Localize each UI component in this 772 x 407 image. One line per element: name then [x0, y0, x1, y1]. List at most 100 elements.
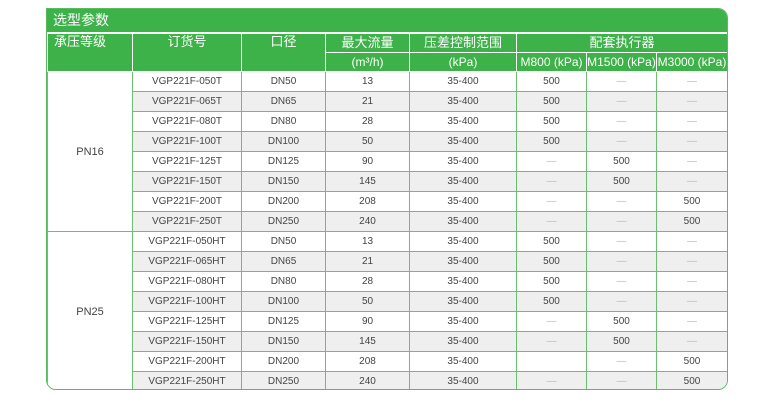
m1500-cell: — [586, 191, 657, 212]
m1500-cell: — [586, 71, 657, 92]
m3000-cell: — [655, 131, 727, 152]
max-flow-cell: 21 [325, 91, 410, 112]
header-actuator: 配套执行器 [515, 33, 727, 53]
m800-cell: 500 [516, 111, 587, 132]
header-diameter: 口径 [241, 33, 326, 72]
max-flow-cell: 240 [325, 211, 410, 232]
selection-table-panel: 选型参数 承压等级 订货号 口径 最大流量 压差控制范围 配套执行器 (m³/h… [46, 8, 728, 390]
m800-cell: — [516, 151, 587, 172]
dp-range-cell: 35-400 [409, 171, 517, 192]
m800-cell: 500 [516, 291, 587, 312]
diameter-cell: DN250 [241, 371, 326, 389]
max-flow-cell: 50 [325, 291, 410, 312]
m800-cell: 500 [516, 71, 587, 92]
m3000-cell: — [655, 171, 727, 192]
m1500-cell: — [586, 91, 657, 112]
m1500-cell: — [586, 211, 657, 232]
m1500-cell: — [586, 231, 657, 252]
header-order-no: 订货号 [132, 33, 242, 72]
header-dp-unit: (kPa) [409, 52, 517, 72]
header-m800: M800 (kPa) [516, 52, 587, 72]
max-flow-cell: 240 [325, 371, 410, 389]
diameter-cell: DN80 [241, 271, 326, 292]
dp-range-cell: 35-400 [409, 311, 517, 332]
dp-range-cell: 35-400 [409, 371, 517, 389]
table-row: VGP221F-125HT DN125 90 35-400—500— [48, 311, 727, 332]
order-no-cell: VGP221F-200T [132, 191, 242, 212]
m1500-cell: 500 [586, 151, 657, 172]
max-flow-cell: 21 [325, 251, 410, 272]
order-no-cell: VGP221F-250HT [132, 371, 242, 389]
m3000-cell: — [655, 231, 727, 252]
m3000-cell: — [655, 331, 727, 352]
max-flow-cell: 90 [325, 151, 410, 172]
diameter-cell: DN100 [241, 131, 326, 152]
m800-cell: 500 [516, 231, 587, 252]
m1500-cell: — [586, 351, 657, 372]
order-no-cell: VGP221F-150T [132, 171, 242, 192]
table-row: VGP221F-125T DN125 90 35-400—500— [48, 151, 727, 172]
order-no-cell: VGP221F-065T [132, 91, 242, 112]
m800-cell: — [516, 311, 587, 332]
header-pressure-class: 承压等级 [47, 33, 133, 72]
m1500-cell: 500 [586, 331, 657, 352]
m3000-cell: 500 [655, 371, 727, 389]
max-flow-cell: 145 [325, 331, 410, 352]
diameter-cell: DN150 [241, 331, 326, 352]
dp-range-cell: 35-400 [409, 111, 517, 132]
dp-range-cell: 35-400 [409, 351, 517, 372]
dp-range-cell: 35-400 [409, 151, 517, 172]
max-flow-cell: 13 [325, 231, 410, 252]
table-row: VGP221F-080HT DN80 28 35-400 500— — [48, 271, 727, 292]
max-flow-cell: 145 [325, 171, 410, 192]
m1500-cell: — [586, 111, 657, 132]
m800-cell: 500 [516, 251, 587, 272]
m3000-cell: — [655, 111, 727, 132]
diameter-cell: DN125 [241, 151, 326, 172]
dp-range-cell: 35-400 [409, 91, 517, 112]
diameter-cell: DN250 [241, 211, 326, 232]
order-no-cell: VGP221F-080T [132, 111, 242, 132]
max-flow-cell: 208 [325, 191, 410, 212]
m3000-cell: — [655, 271, 727, 292]
dp-range-cell: 35-400 [409, 271, 517, 292]
m1500-cell: 500 [586, 171, 657, 192]
m1500-cell: — [586, 371, 657, 389]
table-row: VGP221F-150T DN150 145 35-400—500— [48, 171, 727, 192]
header-dp-range: 压差控制范围 [409, 33, 517, 53]
max-flow-cell: 28 [325, 271, 410, 292]
table-row: VGP221F-100HT DN100 50 35-400 500— — [48, 291, 727, 312]
m800-cell: — [516, 171, 587, 192]
diameter-cell: DN200 [241, 191, 326, 212]
max-flow-cell: 90 [325, 311, 410, 332]
order-no-cell: VGP221F-100T [132, 131, 242, 152]
m3000-cell: — [655, 251, 727, 272]
order-no-cell: VGP221F-200HT [132, 351, 242, 372]
diameter-cell: DN65 [241, 91, 326, 112]
order-no-cell: VGP221F-050T [132, 71, 242, 92]
table-row: VGP221F-065T DN65 21 35-400 500— — [48, 91, 727, 112]
m3000-cell: — [655, 151, 727, 172]
dp-range-cell: 35-400 [409, 251, 517, 272]
header-max-flow-unit: (m³/h) [325, 52, 410, 72]
dp-range-cell: 35-400 [409, 291, 517, 312]
diameter-cell: DN80 [241, 111, 326, 132]
table-row: VGP221F-250HT DN250 240 35-400— —500 [48, 371, 727, 389]
table-row: PN25 VGP221F-050HT DN50 13 35-400 500— — [47, 231, 727, 389]
pressure-class-cell: PN16 [47, 71, 133, 232]
order-no-cell: VGP221F-250T [132, 211, 242, 232]
m800-cell: 500 [516, 91, 587, 112]
order-no-cell: VGP221F-150HT [132, 331, 242, 352]
diameter-cell: DN50 [241, 71, 326, 92]
dp-range-cell: 35-400 [409, 191, 517, 212]
table-row: VGP221F-200T DN200 208 35-400— —500 [48, 191, 727, 212]
table-row: VGP221F-250T DN250 240 35-400— —500 [48, 211, 727, 232]
m800-cell: 500 [516, 271, 587, 292]
m800-cell [516, 351, 587, 372]
m3000-cell: — [655, 71, 727, 92]
order-no-cell: VGP221F-125T [132, 151, 242, 172]
selection-table: 承压等级 订货号 口径 最大流量 压差控制范围 配套执行器 (m³/h) (kP… [47, 33, 727, 389]
m3000-cell: — [655, 311, 727, 332]
m3000-cell: 500 [655, 211, 727, 232]
order-no-cell: VGP221F-100HT [132, 291, 242, 312]
